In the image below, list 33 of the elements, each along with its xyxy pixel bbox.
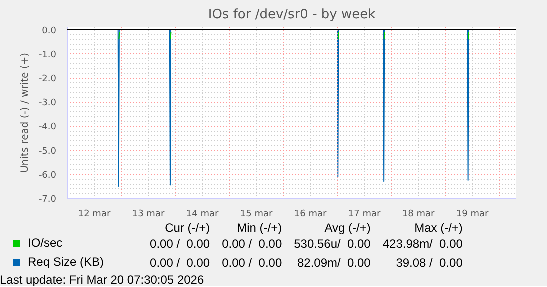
x-tick-label: 17 mar xyxy=(348,210,382,220)
text: Min (-/+) xyxy=(236,221,284,235)
text: Max (-/+) xyxy=(414,221,464,235)
text: 0.00 / 0.00 xyxy=(221,236,284,253)
text: Cur (-/+) xyxy=(164,221,212,235)
text: Last update: Fri Mar 20 07:30:05 2026 xyxy=(0,272,206,287)
y-tick-label: -4.0 xyxy=(38,122,57,133)
text: 530.56u/ 0.00 xyxy=(293,236,372,253)
chart-title: IOs for /dev/sr0 - by week xyxy=(208,8,376,22)
y-axis-title: Units read (-) / write (+) xyxy=(20,52,31,174)
y-tick-label: -1.0 xyxy=(38,50,57,60)
x-tick-label: 13 mar xyxy=(132,210,165,220)
text: Avg (-/+) xyxy=(324,221,372,235)
x-tick-label: 12 mar xyxy=(78,210,111,220)
text: 0.00 / 0.00 xyxy=(221,254,284,272)
x-tick-label: 19 mar xyxy=(456,210,490,220)
x-tick-label: 15 mar xyxy=(240,210,273,220)
y-tick-label: -6.0 xyxy=(38,170,57,181)
legend-label: IO/sec xyxy=(27,235,64,252)
text: 0.00 / 0.00 xyxy=(149,254,212,272)
x-tick-label: 18 mar xyxy=(402,210,436,220)
y-tick-label: -7.0 xyxy=(38,195,57,205)
text: 82.09m/ 0.00 xyxy=(296,254,372,272)
y-tick-label: -5.0 xyxy=(38,146,57,157)
text: 0.00 / 0.00 xyxy=(149,236,212,253)
y-tick-label: 0.0 xyxy=(42,26,57,36)
x-tick-label: 16 mar xyxy=(294,210,328,220)
x-tick-label: 14 mar xyxy=(186,210,219,220)
y-tick-label: -3.0 xyxy=(38,98,57,109)
text: 39.08 / 0.00 xyxy=(395,254,464,272)
text: 423.98m/ 0.00 xyxy=(382,236,464,253)
y-tick-label: -2.0 xyxy=(38,74,57,85)
legend-label: Req Size (KB) xyxy=(27,254,106,272)
